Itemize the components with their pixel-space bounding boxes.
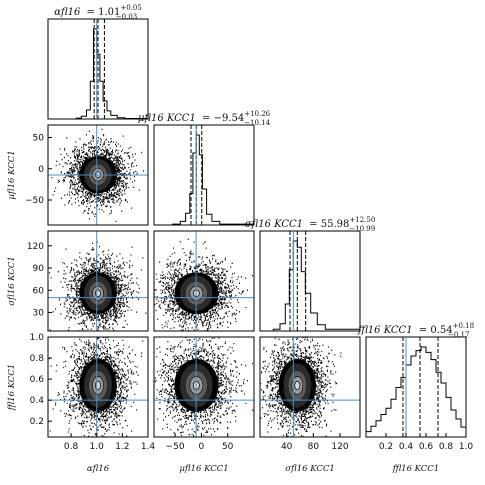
x-tick-label: 0.6 [419, 442, 434, 452]
y-tick-label: 120 [27, 242, 44, 252]
y-tick-label: 30 [33, 308, 45, 318]
title-symbol: ffl16 KCC1 [357, 325, 413, 336]
contour-line [94, 289, 102, 297]
y-tick-label: 0.2 [30, 417, 44, 427]
hist-frame [259, 230, 361, 332]
contour-line [84, 363, 112, 408]
x-tick-label: −50 [166, 442, 185, 452]
panel-frame [47, 230, 149, 332]
y-tick-label: 0.8 [30, 354, 45, 364]
hist-panel-mu: μfl16 KCC1 = −9.54+10.26 −10.14 [138, 110, 271, 226]
x-tick-label: 40 [281, 442, 293, 452]
y-axis-label-sigma: σfl16 KCC1 [7, 256, 17, 306]
title-symbol: αfl16 [54, 7, 81, 18]
contour-line [283, 363, 312, 408]
x-axis-label-sigma: σfl16 KCC1 [285, 464, 335, 474]
y-tick-label: 50 [33, 134, 45, 144]
hist-panel-sigma: σfl16 KCC1 = 55.98+12.50 −10.99 [245, 216, 376, 332]
title-mu: μfl16 KCC1 = −9.54+10.26 −10.14 [138, 110, 271, 127]
y-tick-label: −50 [25, 196, 44, 206]
x-tick-label: 80 [308, 442, 320, 452]
hist-step-f [366, 346, 467, 433]
x-tick-label: 1.0 [459, 442, 474, 452]
contour-line [91, 285, 105, 301]
panel-frame [153, 230, 255, 332]
title-alpha: αfl16 = 1.01+0.05 −0.03 [54, 4, 142, 21]
contour-line [84, 275, 112, 311]
hist-step-sigma [260, 240, 361, 332]
x-tick-label: 50 [222, 442, 234, 452]
x-tick-label: 1.2 [115, 442, 129, 452]
y-tick-label: 60 [33, 286, 45, 296]
y-axis-label-f: ffl16 KCC1 [7, 364, 17, 411]
x-tick-label: 0.8 [64, 442, 79, 452]
density-panel-alpha-sigma [47, 230, 149, 332]
x-tick-label: 120 [331, 442, 348, 452]
y-tick-label: 90 [33, 264, 45, 274]
x-axis-label-alpha: αfl16 [87, 464, 110, 474]
y-tick-label: 0 [38, 165, 44, 175]
contour-line [91, 376, 105, 395]
hist-step-alpha [48, 28, 149, 120]
x-tick-label: 0.2 [379, 442, 393, 452]
x-tick-label: 1.4 [141, 442, 156, 452]
density-panel-sigma-f [259, 336, 361, 438]
y-tick-label: 0.6 [30, 375, 45, 385]
density-panel-mu-sigma [153, 230, 255, 332]
hist-panel-f: ffl16 KCC1 = 0.54+0.18 −0.17 [357, 322, 474, 438]
x-tick-label: 0 [199, 442, 205, 452]
panel-frame [47, 124, 149, 226]
contour-line [294, 380, 301, 391]
x-tick-label: 0.8 [439, 442, 454, 452]
contour-line [88, 280, 108, 306]
panel-frame [47, 336, 149, 438]
title-symbol: σfl16 KCC1 [245, 219, 303, 230]
density-panel-mu-f [153, 336, 255, 438]
panel-frame [259, 336, 361, 438]
hist-panel-alpha: αfl16 = 1.01+0.05 −0.03 [47, 4, 149, 120]
x-axis-label-mu: μfl16 KCC1 [179, 464, 228, 474]
contour-line [291, 376, 304, 395]
y-axis-label-mu: μfl16 KCC1 [7, 150, 17, 199]
title-sigma: σfl16 KCC1 = 55.98+12.50 −10.99 [245, 216, 376, 233]
y-tick-label: 1.0 [30, 333, 45, 343]
y-tick-label: 0.4 [30, 396, 45, 406]
x-tick-label: 0.4 [399, 442, 414, 452]
density-panel-alpha-f [47, 336, 149, 438]
contour-line [94, 380, 102, 391]
hist-frame [153, 124, 255, 226]
density-panel-alpha-mu [47, 124, 149, 226]
title-f: ffl16 KCC1 = 0.54+0.18 −0.17 [357, 322, 474, 339]
panel-frame [153, 336, 255, 438]
x-axis-label-f: ffl16 KCC1 [392, 464, 439, 474]
title-symbol: μfl16 KCC1 [138, 113, 196, 124]
x-tick-label: 1.0 [90, 442, 105, 452]
